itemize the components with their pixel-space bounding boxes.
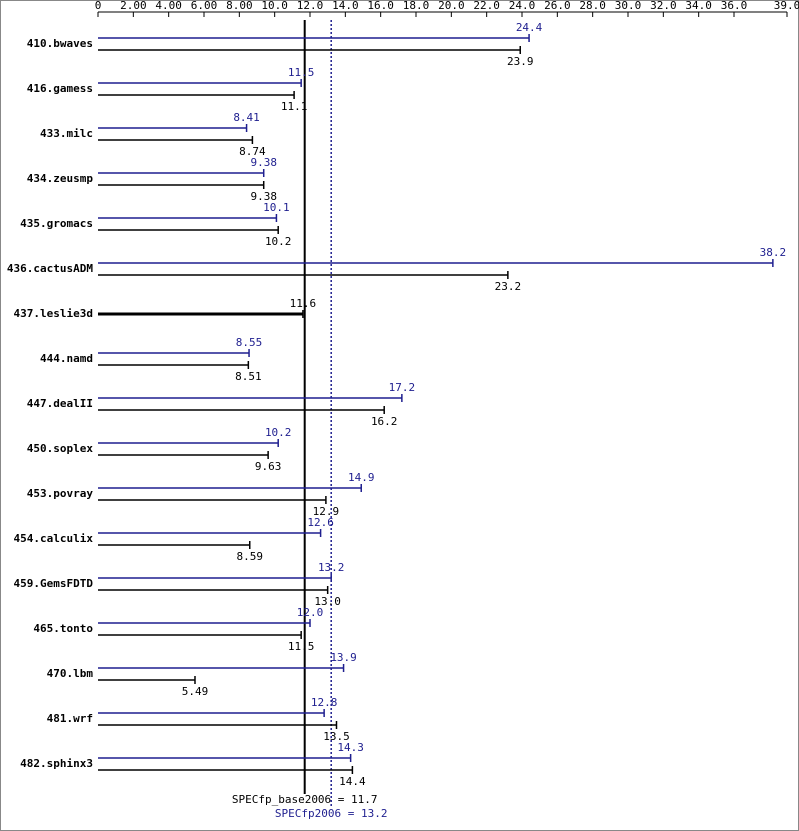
x-tick-label: 22.0 <box>473 0 500 12</box>
row-label: 410.bwaves <box>27 37 93 50</box>
value-label: 13.5 <box>323 730 350 743</box>
row-label: 450.soplex <box>27 442 94 455</box>
value-label: 9.38 <box>250 190 277 203</box>
value-label: 23.9 <box>507 55 534 68</box>
value-label: 16.2 <box>371 415 398 428</box>
x-tick-label: 36.0 <box>721 0 748 12</box>
x-tick-label: 32.0 <box>650 0 677 12</box>
row-label: 436.cactusADM <box>7 262 93 275</box>
row-label: 465.tonto <box>33 622 93 635</box>
value-label: 12.6 <box>307 516 334 529</box>
value-label: 11.1 <box>281 100 308 113</box>
x-tick-label: 14.0 <box>332 0 359 12</box>
x-tick-label: 30.0 <box>615 0 642 12</box>
value-label: 14.9 <box>348 471 375 484</box>
value-label: 9.38 <box>250 156 277 169</box>
value-label: 8.51 <box>235 370 262 383</box>
value-label: 12.8 <box>311 696 338 709</box>
row-label: 444.namd <box>40 352 93 365</box>
row-label: 454.calculix <box>14 532 94 545</box>
row-label: 434.zeusmp <box>27 172 94 185</box>
value-label: 12.0 <box>297 606 324 619</box>
x-tick-label: 6.00 <box>191 0 218 12</box>
value-label: 10.2 <box>265 426 292 439</box>
value-label: 12.9 <box>313 505 340 518</box>
value-label: 11.5 <box>288 640 315 653</box>
value-label: 13.9 <box>330 651 357 664</box>
value-label: 5.49 <box>182 685 209 698</box>
value-label: 24.4 <box>516 21 543 34</box>
value-label: 13.0 <box>314 595 341 608</box>
x-tick-label: 39.0 <box>774 0 799 12</box>
value-label: 17.2 <box>389 381 416 394</box>
value-label: 13.2 <box>318 561 345 574</box>
value-label: 23.2 <box>495 280 522 293</box>
row-label: 481.wrf <box>47 712 93 725</box>
x-tick-label: 24.0 <box>509 0 536 12</box>
row-label: 435.gromacs <box>20 217 93 230</box>
value-label: 8.41 <box>233 111 260 124</box>
value-label: 38.2 <box>760 246 787 259</box>
x-tick-label: 18.0 <box>403 0 430 12</box>
value-label: 8.55 <box>236 336 263 349</box>
x-tick-label: 16.0 <box>367 0 394 12</box>
x-tick-label: 12.0 <box>297 0 324 12</box>
x-tick-label: 10.0 <box>261 0 288 12</box>
value-label: 10.1 <box>263 201 290 214</box>
value-label: 14.3 <box>337 741 364 754</box>
value-label: 8.59 <box>237 550 264 563</box>
reference-label: SPECfp_base2006 = 11.7 <box>232 793 378 806</box>
x-tick-label: 2.00 <box>120 0 147 12</box>
row-label: 453.povray <box>27 487 94 500</box>
row-label: 470.lbm <box>47 667 94 680</box>
row-label: 416.gamess <box>27 82 93 95</box>
value-label: 9.63 <box>255 460 282 473</box>
x-tick-label: 34.0 <box>685 0 712 12</box>
x-tick-label: 4.00 <box>155 0 182 12</box>
x-tick-label: 0 <box>95 0 102 12</box>
row-label: 447.dealII <box>27 397 93 410</box>
value-label: 14.4 <box>339 775 366 788</box>
row-label: 459.GemsFDTD <box>14 577 94 590</box>
row-label: 433.milc <box>40 127 93 140</box>
x-tick-label: 28.0 <box>579 0 606 12</box>
row-label: 437.leslie3d <box>14 307 93 320</box>
value-label: 10.2 <box>265 235 292 248</box>
x-tick-label: 26.0 <box>544 0 571 12</box>
value-label: 8.74 <box>239 145 266 158</box>
value-label: 11.5 <box>288 66 315 79</box>
reference-label: SPECfp2006 = 13.2 <box>275 807 388 820</box>
x-tick-label: 20.0 <box>438 0 465 12</box>
x-tick-label: 8.00 <box>226 0 253 12</box>
row-label: 482.sphinx3 <box>20 757 93 770</box>
value-label: 11.6 <box>290 297 317 310</box>
